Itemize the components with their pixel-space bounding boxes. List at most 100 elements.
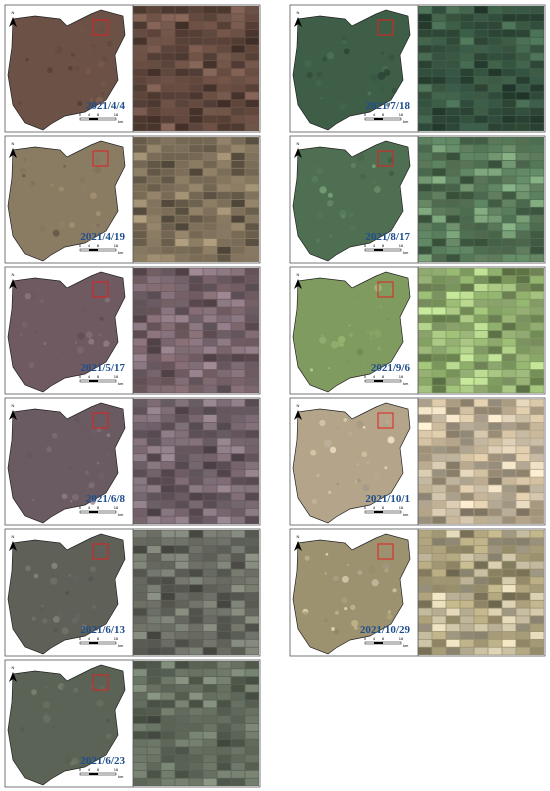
field-parcel	[516, 184, 530, 192]
field-parcel	[245, 631, 259, 639]
field-parcel	[474, 346, 488, 354]
field-parcel	[203, 415, 217, 423]
field-parcel	[217, 115, 231, 123]
field-parcel	[161, 6, 175, 14]
field-parcel	[460, 145, 474, 153]
field-parcel	[231, 755, 245, 763]
field-parcel	[245, 747, 259, 755]
field-parcel	[217, 377, 231, 385]
field-parcel	[488, 624, 502, 632]
field-parcel	[432, 647, 446, 655]
field-parcel	[530, 346, 544, 354]
map-texture	[76, 346, 84, 354]
field-parcel	[446, 477, 460, 485]
field-parcel	[530, 168, 544, 176]
field-parcel	[488, 153, 502, 161]
field-parcel	[175, 561, 189, 569]
map-texture	[25, 451, 33, 459]
field-parcel	[231, 137, 245, 145]
field-parcel	[460, 647, 474, 655]
field-parcel	[203, 284, 217, 292]
field-parcel	[217, 631, 231, 639]
field-parcel	[147, 291, 161, 299]
field-parcel	[488, 137, 502, 145]
field-parcel	[446, 84, 460, 92]
map-texture	[309, 368, 314, 372]
field-parcel	[502, 84, 516, 92]
field-parcel	[161, 700, 175, 708]
field-parcel	[516, 199, 530, 207]
field-parcel	[147, 500, 161, 508]
field-parcel	[446, 362, 460, 370]
field-parcel	[516, 137, 530, 145]
field-parcel	[189, 315, 203, 323]
field-parcel	[245, 76, 259, 84]
map-texture	[381, 51, 385, 55]
field-parcel	[530, 585, 544, 593]
scale-label: 4	[373, 636, 376, 641]
map-texture	[315, 238, 320, 243]
field-parcel	[133, 399, 147, 407]
field-parcel	[231, 238, 245, 246]
map-texture	[99, 27, 104, 32]
field-parcel	[502, 137, 516, 145]
field-parcel	[161, 600, 175, 608]
map-texture	[359, 173, 367, 180]
field-parcel	[245, 415, 259, 423]
field-parcel	[175, 29, 189, 37]
field-parcel	[502, 538, 516, 546]
north-arrow	[9, 541, 17, 551]
field-parcel	[133, 362, 147, 370]
field-parcel	[133, 268, 147, 276]
field-parcel	[446, 577, 460, 585]
field-parcel	[147, 115, 161, 123]
field-parcel	[488, 438, 502, 446]
field-parcel	[530, 600, 544, 608]
field-parcel	[203, 92, 217, 100]
date-label: 2021/5/17	[80, 362, 125, 374]
field-parcel	[432, 100, 446, 108]
field-parcel	[217, 454, 231, 462]
field-parcel	[133, 207, 147, 215]
field-parcel	[488, 76, 502, 84]
field-parcel	[161, 346, 175, 354]
field-parcel	[418, 291, 432, 299]
field-parcel	[203, 639, 217, 647]
map-texture	[374, 330, 382, 338]
field-parcel	[231, 354, 245, 362]
map-texture	[354, 626, 358, 630]
field-parcel	[133, 624, 147, 632]
field-parcel	[502, 585, 516, 593]
field-parcel	[203, 115, 217, 123]
field-parcel	[161, 14, 175, 22]
field-parcel	[432, 461, 446, 469]
field-parcel	[189, 14, 203, 22]
field-parcel	[217, 362, 231, 370]
field-parcel	[189, 616, 203, 624]
field-parcel	[133, 692, 147, 700]
field-parcel	[446, 76, 460, 84]
field-parcel	[474, 600, 488, 608]
field-parcel	[231, 14, 245, 22]
field-parcel	[147, 184, 161, 192]
map-texture	[74, 341, 78, 344]
field-parcel	[446, 284, 460, 292]
map-texture	[88, 482, 95, 489]
field-parcel	[516, 254, 530, 262]
field-parcel	[432, 446, 446, 454]
field-parcel	[474, 493, 488, 501]
field-parcel	[133, 684, 147, 692]
scale-bar-fill	[374, 380, 383, 382]
field-parcel	[161, 354, 175, 362]
field-parcel	[516, 415, 530, 423]
field-parcel	[175, 577, 189, 585]
field-parcel	[418, 399, 432, 407]
field-parcel	[474, 238, 488, 246]
field-parcel	[502, 346, 516, 354]
field-parcel	[189, 430, 203, 438]
north-label: N	[297, 10, 300, 15]
field-parcel	[147, 346, 161, 354]
map-texture	[74, 416, 80, 423]
field-parcel	[203, 454, 217, 462]
field-parcel	[231, 516, 245, 524]
